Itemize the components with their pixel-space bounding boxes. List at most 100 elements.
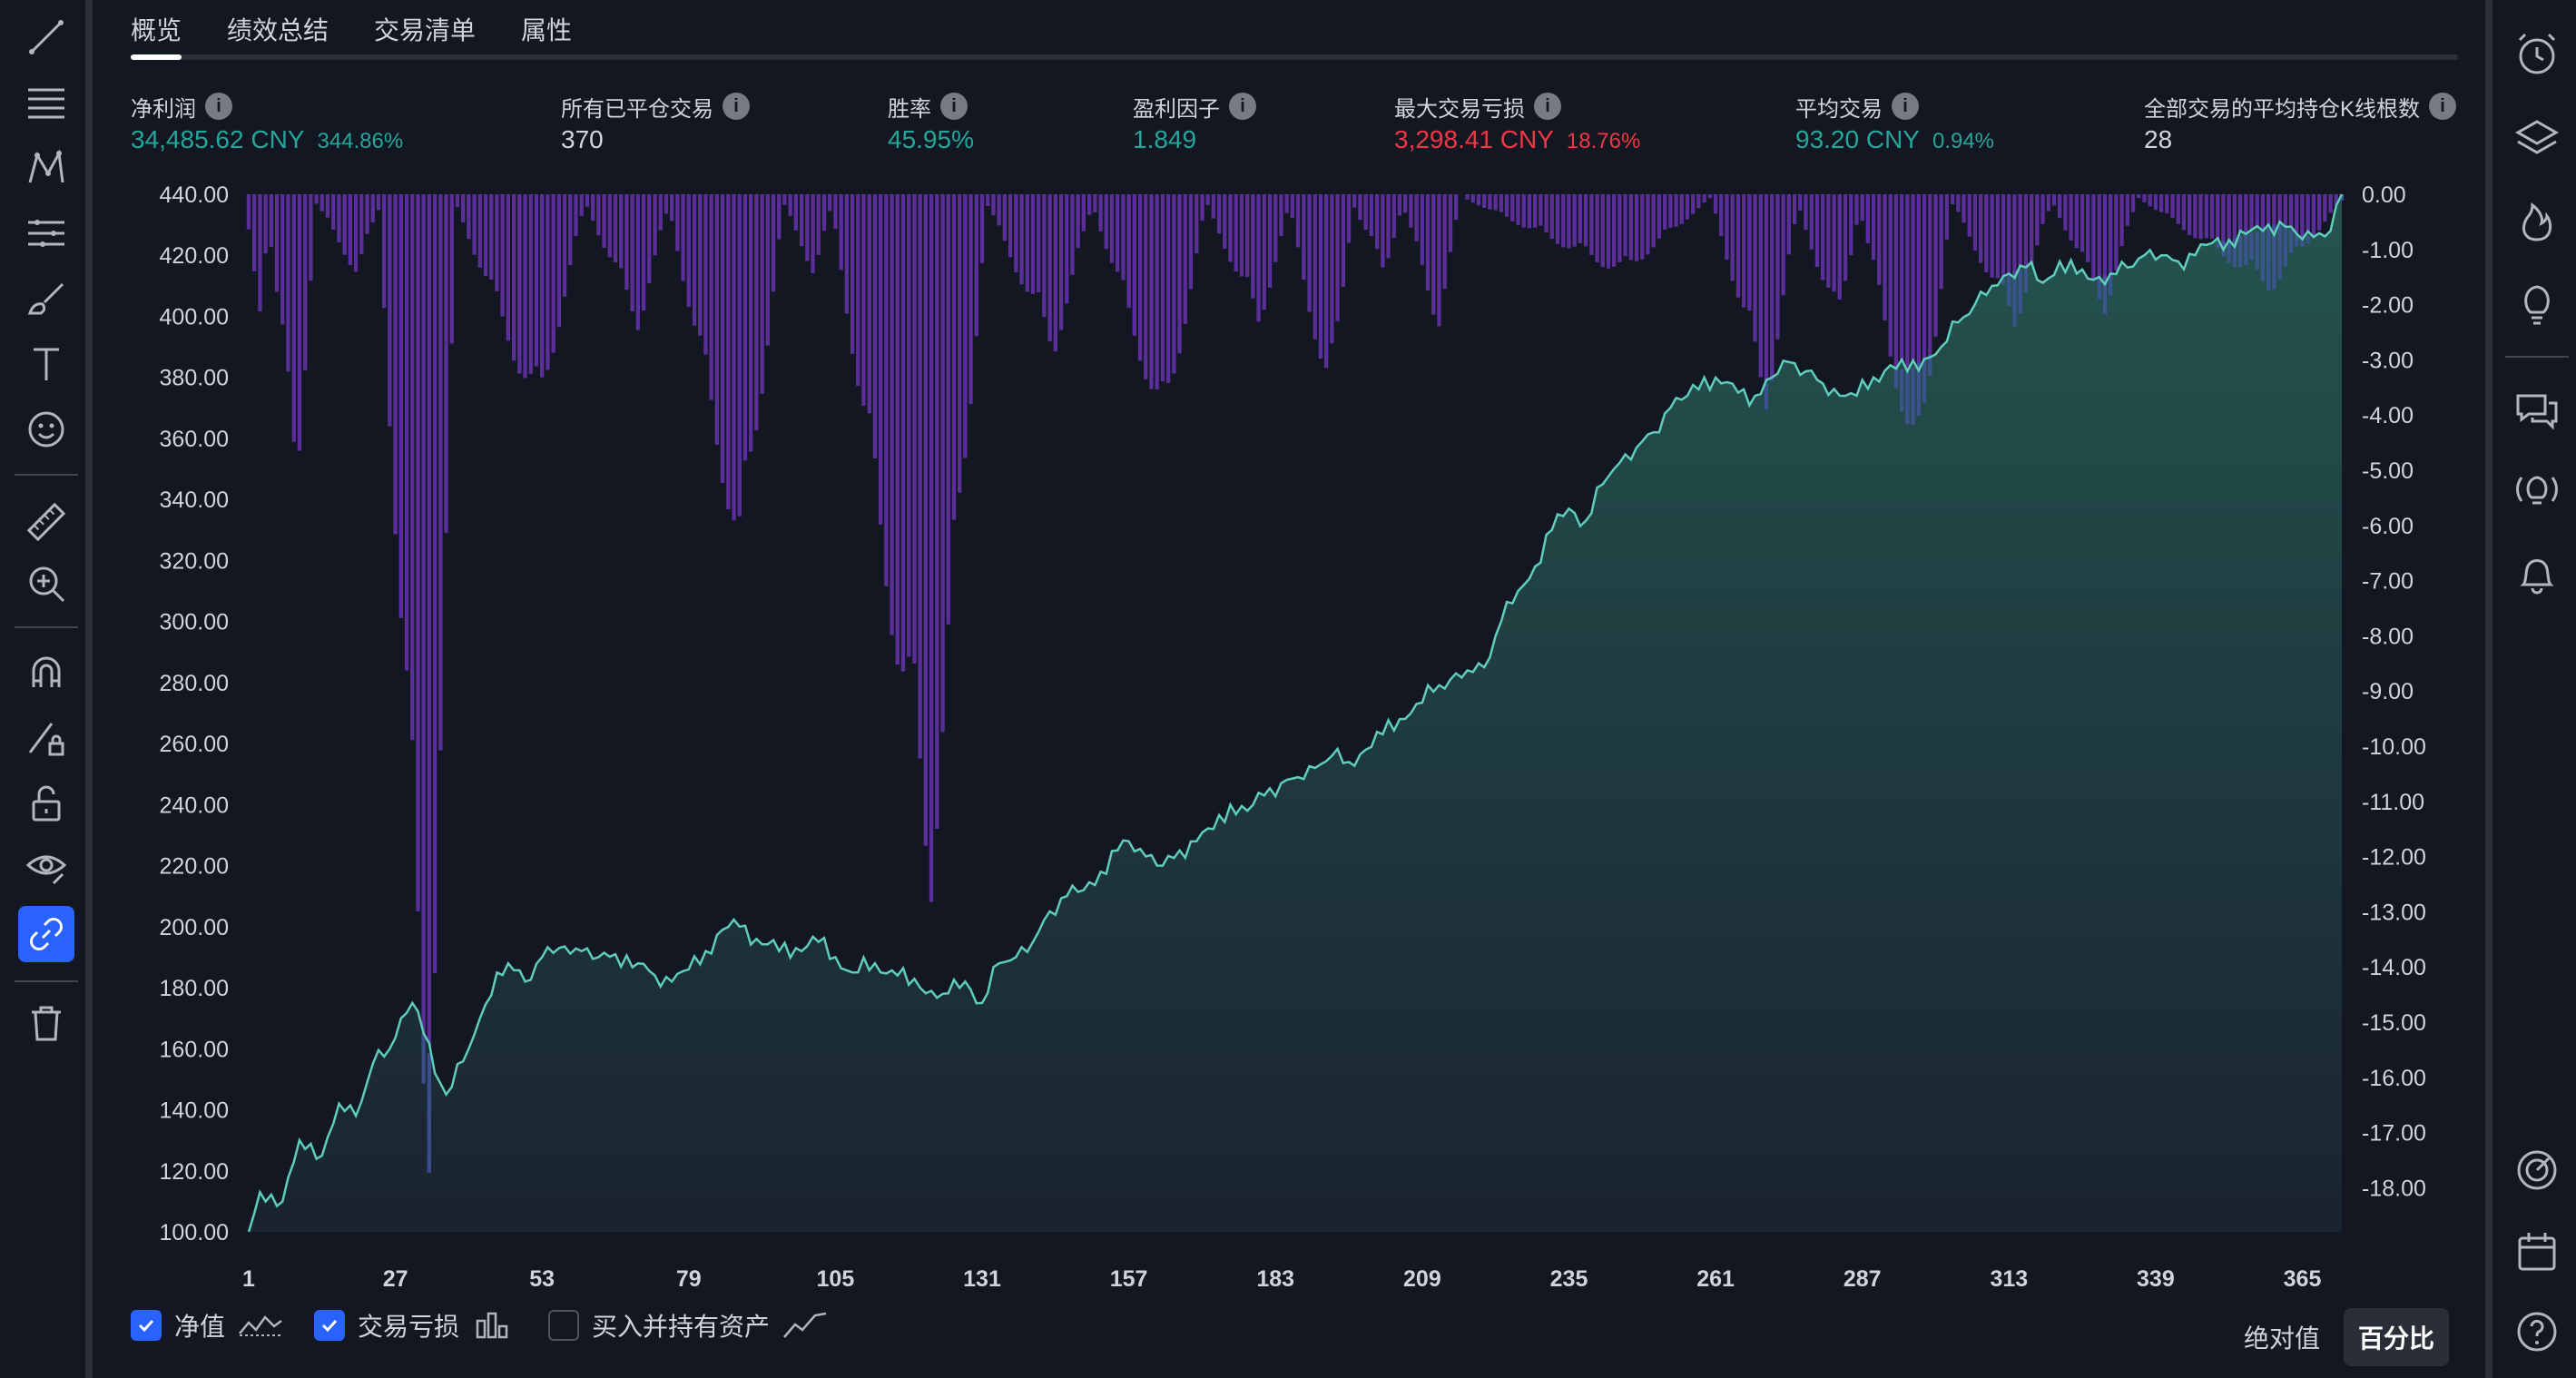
- drawdown-overlap-bar: [2102, 275, 2108, 315]
- drawdown-bar: [879, 194, 883, 525]
- fib-retracement-icon[interactable]: [18, 74, 74, 131]
- drawdown-bar: [1109, 194, 1115, 263]
- zoom-in-icon[interactable]: [18, 556, 74, 612]
- trend-line-icon[interactable]: [18, 9, 74, 65]
- eye-icon[interactable]: [18, 839, 74, 895]
- drawdown-bar: [500, 194, 505, 317]
- drawdown-bar: [821, 194, 827, 231]
- x-axis-tick: 131: [963, 1266, 1001, 1292]
- drawdown-bar: [1137, 194, 1143, 361]
- fire-icon[interactable]: [2505, 189, 2569, 252]
- metric-value: 1.849: [1133, 125, 1197, 153]
- bell-icon[interactable]: [2505, 543, 2569, 606]
- drawdown-bar: [749, 194, 753, 452]
- left-axis-tick: 180.00: [160, 976, 229, 1001]
- info-icon[interactable]: i: [2429, 93, 2457, 120]
- bar-chart-icon: [476, 1312, 508, 1339]
- drawdown-bar: [1363, 194, 1368, 230]
- drawdown-bar: [2040, 194, 2045, 224]
- drawdown-overlap-bar: [2097, 277, 2101, 300]
- x-axis-tick: 53: [529, 1266, 555, 1292]
- brush-icon[interactable]: [18, 271, 74, 327]
- drawdown-bar: [782, 194, 787, 205]
- drawdown-bar: [1448, 194, 1453, 252]
- drawdown-bar: [309, 194, 313, 281]
- drawdown-bar: [800, 194, 804, 247]
- drawdown-overlap-bar: [2018, 269, 2022, 313]
- drawdown-bar: [1228, 194, 1233, 262]
- streams-icon[interactable]: [2505, 461, 2569, 525]
- drawdown-bar: [2295, 194, 2299, 247]
- info-icon[interactable]: i: [205, 93, 232, 120]
- layers-icon[interactable]: [2505, 107, 2569, 171]
- drawdown-bar: [1617, 194, 1622, 262]
- drawdown-bar: [1132, 194, 1136, 336]
- drawdown-bar: [2204, 194, 2208, 239]
- legend-equity-label: 净值: [174, 1313, 226, 1341]
- alarm-clock-icon[interactable]: [2505, 22, 2569, 85]
- text-icon[interactable]: [18, 336, 74, 392]
- drawdown-bar: [935, 194, 939, 829]
- drawdown-bar: [1053, 194, 1057, 352]
- drawdown-bar: [376, 194, 381, 211]
- trash-icon[interactable]: [18, 995, 74, 1051]
- drawdown-checkbox[interactable]: [314, 1310, 346, 1341]
- drawdown-bar: [2328, 194, 2333, 213]
- lock-drawing-icon[interactable]: [18, 710, 74, 766]
- absolute-button[interactable]: 绝对值: [2243, 1324, 2320, 1353]
- drawdown-bar: [2188, 194, 2192, 235]
- drawdown-bar: [1234, 194, 1238, 271]
- calendar-icon[interactable]: [2505, 1220, 2569, 1284]
- chat-icon[interactable]: [2505, 379, 2569, 443]
- drawdown-overlap-bar: [1928, 355, 1932, 377]
- metric-net-profit: 净利润 i 34,485.62 CNY 344.86%: [131, 91, 403, 154]
- help-icon[interactable]: [2505, 1300, 2569, 1363]
- percent-button[interactable]: 百分比: [2343, 1308, 2449, 1366]
- equity-drawdown-chart[interactable]: 440.00 420.00 400.00 380.00 360.00 340.00 320.…: [93, 0, 2485, 1298]
- info-icon[interactable]: i: [723, 93, 750, 120]
- drawdown-bar: [1144, 194, 1148, 379]
- drawdown-overlap-bar: [2288, 230, 2294, 253]
- tab-properties[interactable]: 属性: [521, 16, 573, 44]
- info-icon[interactable]: i: [1534, 93, 1561, 120]
- metric-max-trade-loss: 最大交易亏损 i 3,298.41 CNY 18.76%: [1394, 91, 1640, 154]
- info-icon[interactable]: i: [1892, 93, 1919, 120]
- drawdown-bar: [1657, 194, 1661, 239]
- target-icon[interactable]: [2505, 1138, 2569, 1202]
- drawdown-bar: [1335, 194, 1340, 321]
- emoji-icon[interactable]: [18, 401, 74, 458]
- toolbar-divider: [15, 474, 78, 476]
- drawdown-overlap-bar: [2001, 277, 2006, 285]
- x-axis: 1 27 53 79 105 131 157 183 209 235 261 287 313 339 365: [242, 1266, 2321, 1292]
- tab-overview[interactable]: 概览: [131, 16, 182, 44]
- drawdown-bar: [2091, 194, 2096, 281]
- drawdown-bar: [742, 194, 748, 461]
- drawdown-bar: [2012, 194, 2017, 327]
- drawdown-overlap-bar: [1922, 359, 1927, 403]
- legend-drawdown[interactable]: 交易亏损: [314, 1307, 517, 1344]
- left-axis-tick: 280.00: [160, 671, 229, 696]
- magnet-icon[interactable]: [18, 645, 74, 701]
- prediction-tools-icon[interactable]: [18, 205, 74, 261]
- metric-closed-trades: 所有已平仓交易 i 370: [561, 91, 750, 154]
- drawdown-bar: [370, 194, 375, 223]
- tab-performance-summary[interactable]: 绩效总结: [227, 16, 329, 44]
- equity-checkbox[interactable]: [131, 1310, 162, 1341]
- info-icon[interactable]: i: [1229, 93, 1256, 120]
- legend-equity[interactable]: 净值: [131, 1307, 283, 1344]
- pattern-icon[interactable]: [18, 140, 74, 196]
- tab-trade-list[interactable]: 交易清单: [374, 16, 477, 44]
- idea-bulb-icon[interactable]: [2505, 272, 2569, 336]
- unlock-icon[interactable]: [18, 775, 74, 832]
- legend-buy-hold[interactable]: 买入并持有资产: [548, 1307, 828, 1344]
- drawdown-bar: [1646, 194, 1650, 255]
- drawdown-bar: [670, 194, 674, 221]
- drawdown-bar: [258, 194, 262, 311]
- link-icon[interactable]: [18, 906, 74, 962]
- info-icon[interactable]: i: [940, 93, 968, 120]
- ruler-icon[interactable]: [18, 494, 74, 550]
- drawdown-bar: [1595, 194, 1599, 262]
- drawdown-bar: [1279, 194, 1283, 237]
- buy-hold-checkbox[interactable]: [548, 1310, 580, 1341]
- drawdown-bar: [2249, 194, 2254, 260]
